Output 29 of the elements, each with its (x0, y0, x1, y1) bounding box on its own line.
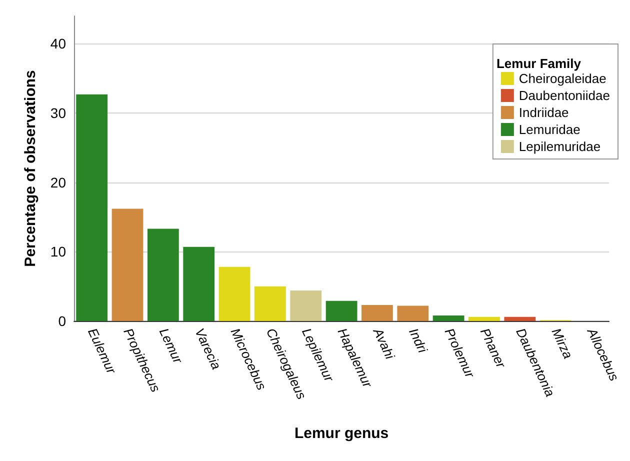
legend-label: Lemuridae (518, 122, 580, 137)
x-axis-title: Lemur genus (294, 425, 389, 442)
bar (362, 305, 393, 321)
y-tick-label: 10 (50, 244, 66, 260)
bar (218, 266, 250, 321)
y-tick-label: 20 (50, 174, 66, 190)
bar (183, 246, 215, 321)
legend-title: Lemur Family (496, 56, 582, 71)
x-tick-label: Lemur (156, 326, 186, 366)
y-axis-title: Percentage of observations (22, 70, 39, 267)
bar (468, 316, 500, 321)
y-tick-label: 30 (50, 105, 66, 122)
y-tick-label: 40 (50, 36, 66, 52)
x-tick-label: Mirza (548, 326, 576, 361)
bar (397, 306, 429, 321)
bar (112, 208, 144, 321)
y-tick-label: 0 (58, 313, 66, 329)
legend-label: Indriidae (518, 105, 569, 120)
bar (76, 94, 108, 321)
bar (254, 286, 286, 321)
bar (326, 300, 358, 321)
bar (504, 316, 536, 321)
x-tick-label: Indri (406, 326, 431, 356)
legend-label: Daubentoniidae (518, 88, 610, 103)
legend-label: Cheirogaleidae (518, 71, 606, 86)
bar (147, 228, 179, 321)
bar (432, 315, 464, 321)
legend-label: Lepilemuridae (518, 139, 601, 154)
bar (290, 290, 322, 321)
